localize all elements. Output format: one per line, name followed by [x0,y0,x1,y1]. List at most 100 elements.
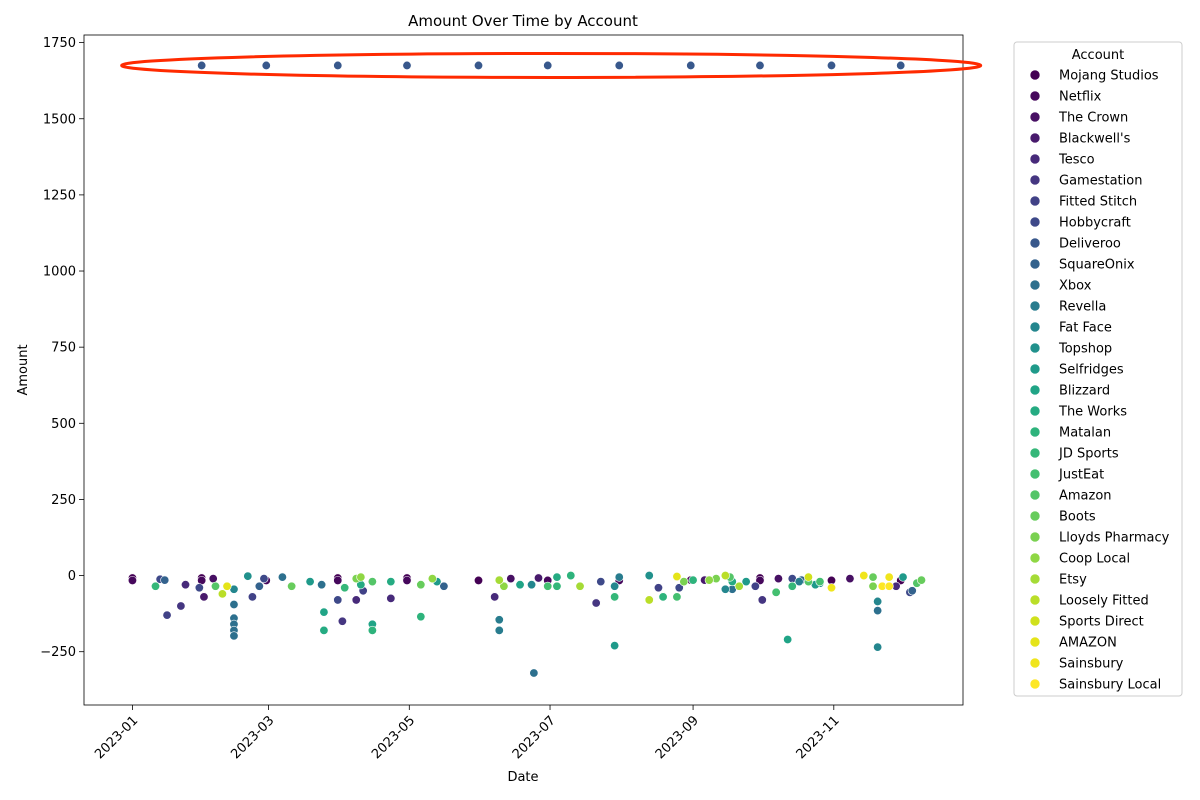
point-deliveroo [755,60,765,70]
point-sainsbury [884,572,894,582]
point-boots [916,575,926,585]
point-sports-direct [803,572,813,582]
legend-item-label: Sainsbury [1059,657,1124,672]
point-hobbycraft [333,595,343,605]
point-fitted-stitch [750,581,760,591]
legend-item-label: Matalan [1059,426,1111,441]
point-deliveroo [686,60,696,70]
point-squareonix [907,586,917,596]
point-deliveroo [474,60,484,70]
legend-item-label: Amazon [1059,489,1112,504]
point-xbox [317,580,327,590]
point-matalan [658,592,668,602]
legend-marker [1029,216,1041,228]
legend-item-label: Lloyds Pharmacy [1059,531,1170,546]
legend-item-label: Blizzard [1059,384,1110,399]
legend-item-label: Netflix [1059,90,1102,105]
legend-marker [1029,195,1041,207]
point-topshop [644,571,654,581]
y-axis: −250 0 250 500 750 1000 1250 1500 1750 [40,36,84,660]
legend-item-label: Gamestation [1059,174,1142,189]
point-hobbycraft [674,583,684,593]
legend-marker [1029,405,1041,417]
legend-item-label: The Crown [1058,111,1128,126]
point-revella [794,577,804,587]
point-coop-local [427,574,437,584]
legend-marker [1029,384,1041,396]
legend-item-label: Sainsbury Local [1059,678,1161,693]
point-gamestation [591,598,601,608]
point-hobbycraft [259,574,269,584]
point-jd-sports [610,592,620,602]
point-the-crown [845,574,855,584]
y-tick-label: 1750 [43,36,76,51]
point-topshop [243,571,253,581]
point-jd-sports [552,581,562,591]
point-mojang-studios [474,575,484,585]
point-jd-sports [151,581,161,591]
point-amazon [367,577,377,587]
point-justeat [543,581,553,591]
legend: Account Mojang Studios Netflix The Crown Bl… [1013,41,1183,697]
point-jd-sports [787,581,797,591]
point-justeat [771,587,781,597]
point-the-works [386,577,396,587]
point-sainsbury-local [884,581,894,591]
legend-marker [1029,132,1041,144]
point-netflix [402,575,412,585]
point-loosely-fitted [720,571,730,581]
legend-item-label: Tesco [1058,153,1095,168]
y-tick-label: 1000 [43,265,76,280]
highlight-ellipse [120,51,983,79]
legend-item-label: JustEat [1058,468,1104,483]
legend-marker [1029,615,1041,627]
point-amazon [211,581,221,591]
point-boots [416,580,426,590]
legend-item-label: Fitted Stitch [1059,195,1137,210]
legend-marker [1029,237,1041,249]
point-justeat [672,592,682,602]
highlight-annotation [120,51,983,79]
point-the-works [552,572,562,582]
point-selfridges [898,572,908,582]
legend-marker [1029,552,1041,564]
legend-marker [1029,447,1041,459]
legend-item-label: Blackwell's [1059,132,1131,147]
point-amazon [672,571,682,581]
legend-marker [1029,573,1041,585]
legend-marker [1029,300,1041,312]
legend-item-label: JD Sports [1058,447,1119,462]
x-tick-label: 2023-05 [369,713,418,762]
point-sainsbury [826,583,836,593]
point-deliveroo [261,60,271,70]
point-blizzard [319,607,329,617]
legend-marker [1029,90,1041,102]
point-fat-face [873,642,883,652]
x-tick-label: 2023-09 [653,713,702,762]
point-boots [868,572,878,582]
point-squareonix [254,581,264,591]
point-the-crown [208,574,218,584]
point-tesco [181,580,191,590]
point-gamestation [337,616,347,626]
x-axis: 2023-01 2023-03 2023-05 2023-07 2023-09 2023-… [92,705,843,762]
y-tick-label: −250 [40,645,76,660]
legend-marker [1029,468,1041,480]
point-hobbycraft [194,583,204,593]
point-jd-sports [340,583,350,593]
legend-marker [1029,174,1041,186]
point-the-crown [506,574,516,584]
point-blackwell-s [533,573,543,583]
y-tick-label: 500 [51,417,76,432]
legend-item-label: SquareOnix [1059,258,1135,273]
plot-area [83,34,964,706]
y-tick-label: 1250 [43,188,76,203]
point-sainsbury [859,571,869,581]
legend-item-label: Etsy [1059,573,1087,588]
legend-marker [1029,531,1041,543]
y-axis-label: Amount [16,344,31,395]
legend-marker [1029,636,1041,648]
point-squareonix [439,581,449,591]
point-fat-face [873,596,883,606]
